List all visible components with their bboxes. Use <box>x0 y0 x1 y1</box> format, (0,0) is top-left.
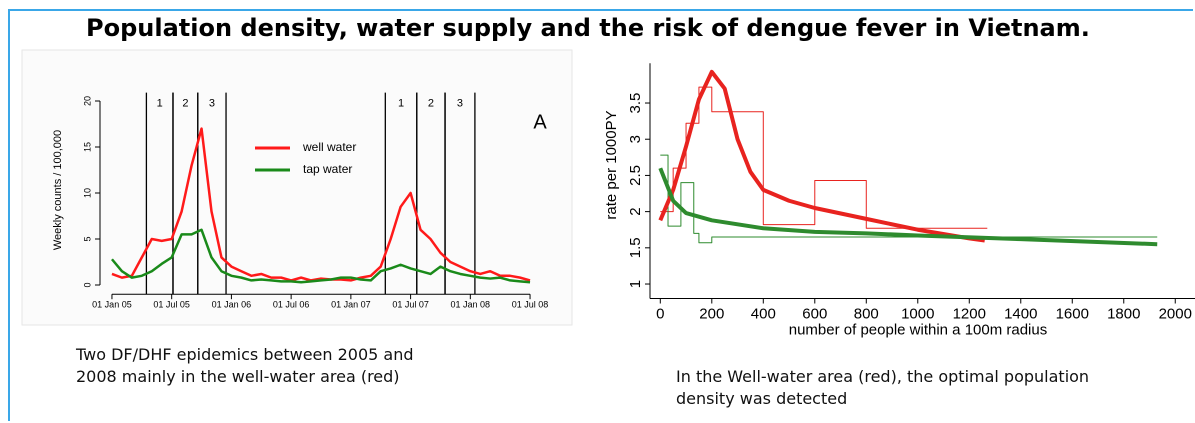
x-tick-label: 2000 <box>1159 305 1192 322</box>
x-tick-label: 600 <box>802 305 827 322</box>
y-tick-label: 0 <box>82 282 92 287</box>
x-axis-label: number of people within a 100m radius <box>789 321 1048 338</box>
x-tick-label: 01 Jan 06 <box>212 300 252 310</box>
x-tick-label: 01 Jul 06 <box>273 300 310 310</box>
x-tick-label: 01 Jan 07 <box>331 300 371 310</box>
period-label: 2 <box>428 98 434 110</box>
series-line <box>658 167 1158 247</box>
slide-title: Population density, water supply and the… <box>86 14 1090 42</box>
caption: In the Well-water area (red), the optima… <box>676 367 1090 408</box>
slide-frame <box>8 9 1193 421</box>
annotation: A <box>533 111 547 133</box>
x-tick-label: 1800 <box>1107 305 1140 322</box>
period-label: 3 <box>209 98 215 110</box>
caption: Two DF/DHF epidemics between 2005 and 20… <box>76 345 414 386</box>
x-tick-label: 800 <box>854 305 879 322</box>
panel <box>21 49 573 326</box>
y-tick-label: 3 <box>627 135 644 143</box>
x-tick-label: 01 Jul 08 <box>512 300 549 310</box>
series-line <box>660 86 988 229</box>
y-tick-label: 2.5 <box>627 165 644 186</box>
y-tick-label: 3.5 <box>627 93 644 114</box>
series-line <box>110 228 531 284</box>
x-tick-label: 1000 <box>901 305 934 322</box>
x-tick-label: 1600 <box>1056 305 1089 322</box>
period-label: 3 <box>457 98 463 110</box>
x-tick-label: 01 Jul 07 <box>392 300 429 310</box>
y-tick-label: 1 <box>627 280 644 288</box>
y-tick-label: 2 <box>627 207 644 215</box>
series-line <box>658 69 985 243</box>
x-tick-label: 01 Jul 05 <box>153 300 190 310</box>
x-tick-label: 400 <box>751 305 776 322</box>
y-axis-label: Weekly counts / 100,000 <box>52 130 64 250</box>
y-tick-label: 5 <box>82 236 92 241</box>
x-tick-label: 0 <box>656 305 664 322</box>
period-label: 2 <box>182 98 188 110</box>
y-axis-label: rate per 1000PY <box>603 110 620 219</box>
legend-label: well water <box>302 140 356 154</box>
x-tick-label: 01 Jan 08 <box>451 300 491 310</box>
x-tick-label: 01 Jan 05 <box>92 300 132 310</box>
y-tick-label: 1.5 <box>627 237 644 258</box>
series-line <box>111 127 531 282</box>
period-label: 1 <box>157 98 163 110</box>
x-tick-label: 1200 <box>953 305 986 322</box>
y-tick-label: 15 <box>82 142 92 152</box>
y-tick-label: 10 <box>82 188 92 198</box>
y-tick-label: 20 <box>82 96 92 106</box>
period-label: 1 <box>398 98 404 110</box>
series-line <box>660 154 1158 244</box>
x-tick-label: 1400 <box>1004 305 1037 322</box>
x-tick-label: 200 <box>699 305 724 322</box>
legend-label: tap water <box>303 162 352 176</box>
